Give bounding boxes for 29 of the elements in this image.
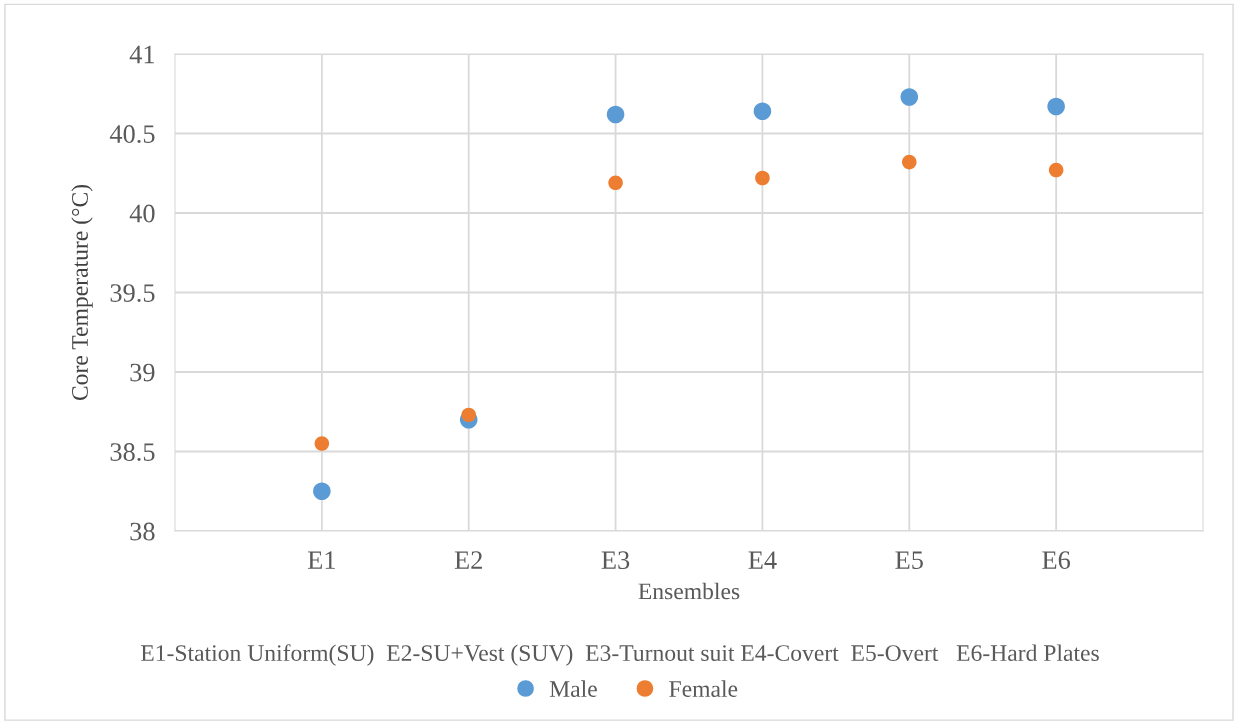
point <box>755 170 770 186</box>
point <box>606 105 625 124</box>
point <box>313 482 331 501</box>
point <box>461 407 476 423</box>
x-tick-label: E3 <box>601 551 630 570</box>
point <box>900 88 919 106</box>
point <box>608 175 623 191</box>
x-tick-label: E5 <box>895 551 923 570</box>
text: E1-Station Uniform(SU) E2-SU+Vest (SUV) E3-Turnout suit E4-Covert E5-Overt E6-Hard Plates <box>140 644 1099 666</box>
y-tick-label: 39.5 <box>110 284 155 303</box>
x-tick-label: E1 <box>307 551 335 569</box>
point <box>1048 162 1064 178</box>
x-axis-title: Ensembles <box>638 582 740 600</box>
point <box>314 436 330 451</box>
x-tick-label: E2 <box>454 551 482 569</box>
legend-label: Female <box>669 680 738 697</box>
y-tick-label: 40 <box>129 204 155 223</box>
x-tick-label: E6 <box>1042 551 1071 570</box>
y-tick-label: 39 <box>130 363 155 382</box>
y-tick-label: 40.5 <box>109 125 155 144</box>
point <box>902 154 917 170</box>
x-tick-label: E4 <box>748 551 777 569</box>
point <box>753 102 772 121</box>
y-tick-label: 41 <box>129 45 154 64</box>
legend-label: Male <box>549 680 597 697</box>
point <box>1047 97 1065 116</box>
y-tick-label: 38.5 <box>110 443 155 462</box>
y-tick-label: 38 <box>130 522 155 541</box>
y-axis-title: Core Temperature (°C) <box>71 184 93 401</box>
